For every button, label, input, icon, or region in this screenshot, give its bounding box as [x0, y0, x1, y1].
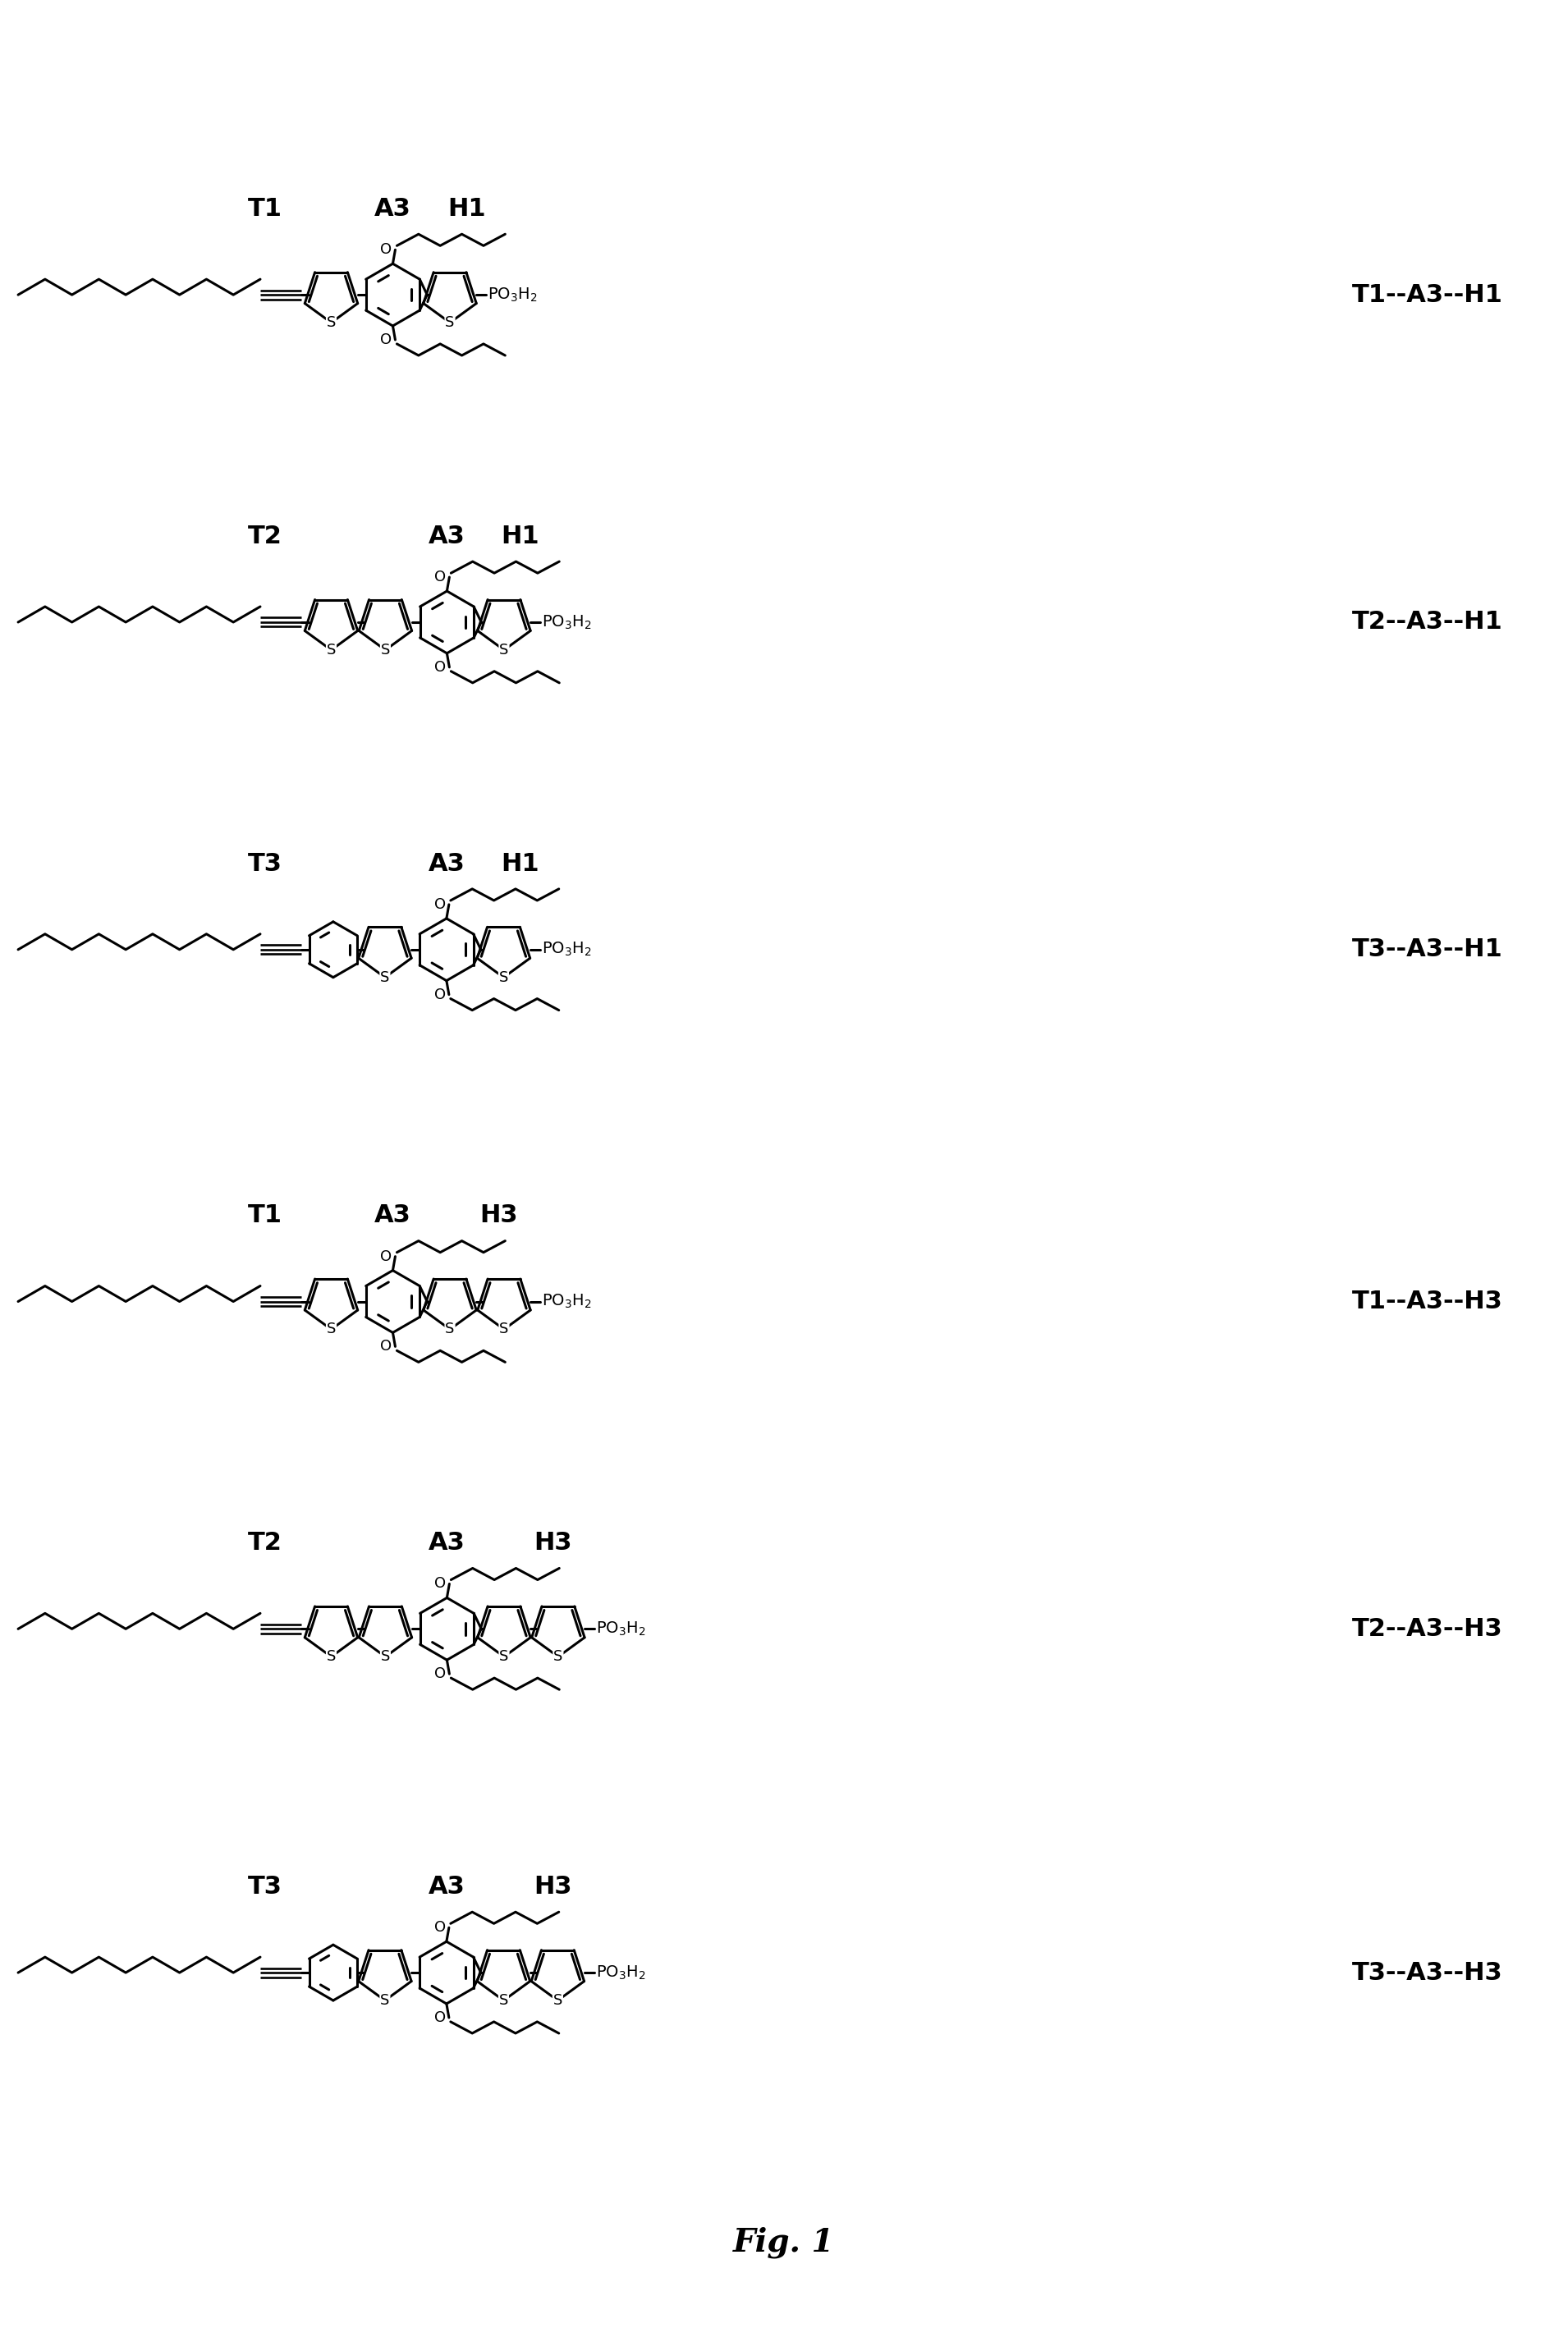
- Text: S: S: [381, 971, 389, 985]
- Text: O: O: [381, 333, 392, 347]
- Text: S: S: [499, 1993, 508, 2007]
- Text: S: S: [326, 314, 336, 331]
- Text: A3: A3: [428, 1532, 466, 1555]
- Text: PO$_3$H$_2$: PO$_3$H$_2$: [596, 1620, 646, 1637]
- Text: PO$_3$H$_2$: PO$_3$H$_2$: [541, 941, 591, 959]
- Text: A3: A3: [428, 1874, 464, 1900]
- Text: S: S: [326, 643, 336, 656]
- Text: S: S: [326, 1648, 336, 1665]
- Text: T3: T3: [248, 1874, 282, 1900]
- Text: S: S: [381, 643, 390, 656]
- Text: PO$_3$H$_2$: PO$_3$H$_2$: [543, 1292, 591, 1311]
- Text: H3: H3: [533, 1874, 572, 1900]
- Text: S: S: [499, 643, 508, 656]
- Text: O: O: [434, 1921, 445, 1935]
- Text: H3: H3: [480, 1204, 517, 1227]
- Text: T3--A3--H3: T3--A3--H3: [1352, 1960, 1502, 1983]
- Text: O: O: [434, 896, 445, 913]
- Text: O: O: [434, 1576, 447, 1592]
- Text: O: O: [434, 987, 445, 1001]
- Text: S: S: [499, 971, 508, 985]
- Text: A3: A3: [375, 1204, 411, 1227]
- Text: S: S: [499, 1322, 508, 1336]
- Text: T2--A3--H1: T2--A3--H1: [1352, 610, 1502, 633]
- Text: H1: H1: [500, 852, 539, 875]
- Text: T1: T1: [248, 1204, 282, 1227]
- Text: S: S: [445, 314, 455, 331]
- Text: O: O: [434, 1667, 447, 1681]
- Text: O: O: [381, 1250, 392, 1264]
- Text: S: S: [554, 1648, 563, 1665]
- Text: S: S: [326, 1322, 336, 1336]
- Text: S: S: [499, 1648, 508, 1665]
- Text: T3: T3: [248, 852, 282, 875]
- Text: T2: T2: [248, 1532, 282, 1555]
- Text: H1: H1: [502, 524, 539, 547]
- Text: T1--A3--H3: T1--A3--H3: [1352, 1290, 1502, 1313]
- Text: S: S: [381, 1648, 390, 1665]
- Text: O: O: [381, 242, 392, 256]
- Text: S: S: [445, 1322, 455, 1336]
- Text: T2--A3--H3: T2--A3--H3: [1352, 1618, 1502, 1641]
- Text: S: S: [554, 1993, 563, 2007]
- Text: O: O: [434, 2011, 445, 2025]
- Text: A3: A3: [428, 524, 466, 547]
- Text: T1--A3--H1: T1--A3--H1: [1352, 284, 1504, 307]
- Text: Fig. 1: Fig. 1: [734, 2228, 834, 2258]
- Text: H3: H3: [535, 1532, 572, 1555]
- Text: H1: H1: [447, 198, 486, 221]
- Text: T3--A3--H1: T3--A3--H1: [1352, 938, 1502, 961]
- Text: O: O: [434, 570, 447, 584]
- Text: PO$_3$H$_2$: PO$_3$H$_2$: [596, 1965, 646, 1981]
- Text: O: O: [381, 1339, 392, 1355]
- Text: PO$_3$H$_2$: PO$_3$H$_2$: [543, 615, 591, 631]
- Text: T1: T1: [248, 198, 282, 221]
- Text: A3: A3: [375, 198, 411, 221]
- Text: T2: T2: [248, 524, 282, 547]
- Text: O: O: [434, 659, 447, 675]
- Text: A3: A3: [428, 852, 464, 875]
- Text: PO$_3$H$_2$: PO$_3$H$_2$: [488, 286, 538, 303]
- Text: S: S: [381, 1993, 389, 2007]
